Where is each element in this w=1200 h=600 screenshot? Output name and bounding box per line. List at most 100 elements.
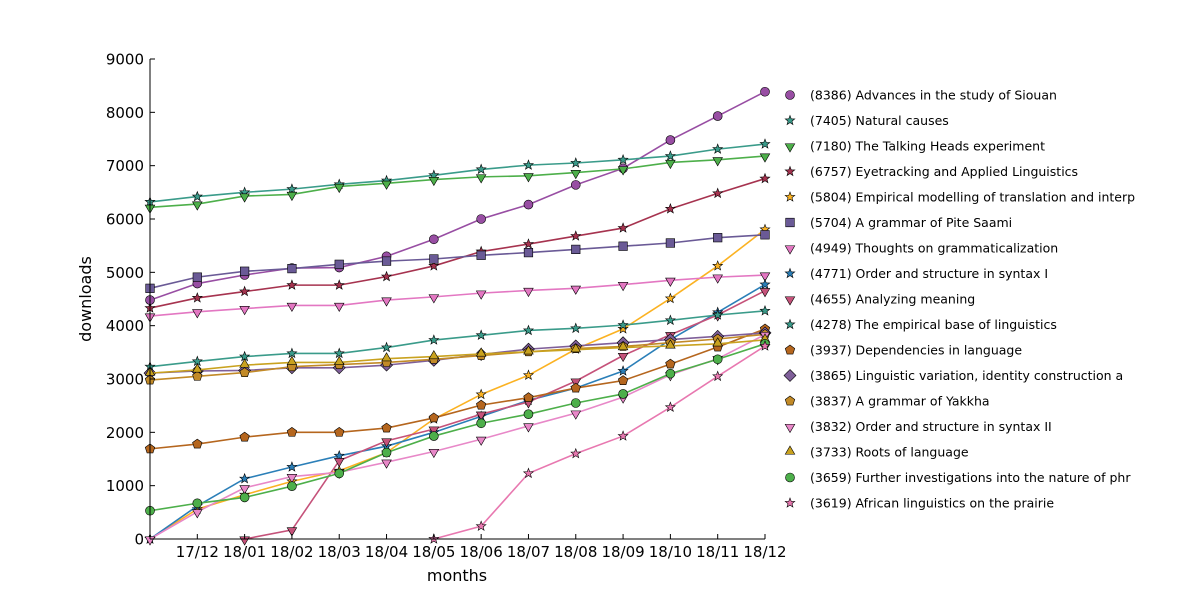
legend-label: (6757) Eyetracking and Applied Linguisti…: [810, 164, 1078, 179]
legend-marker: [784, 143, 796, 153]
data-point: [192, 509, 203, 519]
legend-label: (7405) Natural causes: [810, 113, 949, 128]
data-point: [381, 180, 392, 190]
series-14: [144, 333, 771, 376]
data-point: [381, 256, 392, 266]
legend-item: (3659) Further investigations into the n…: [785, 470, 1131, 485]
data-point: [239, 485, 250, 495]
data-point: [617, 222, 629, 233]
legend-marker: [784, 395, 796, 406]
data-point: [570, 285, 582, 295]
data-point: [759, 272, 771, 282]
data-point: [191, 190, 203, 202]
legend-label: (3937) Dependencies in language: [810, 343, 1022, 358]
legend-label: (4949) Thoughts on grammaticalization: [810, 241, 1058, 256]
y-tick-label: 2000: [106, 424, 144, 442]
legend-label: (5704) A grammar of Pite Saami: [810, 215, 1012, 230]
series-line: [149, 233, 766, 290]
data-point: [712, 111, 723, 121]
legend-item: (4655) Analyzing meaning: [784, 292, 975, 307]
data-point: [570, 322, 582, 334]
data-point: [380, 341, 393, 353]
data-point: [192, 309, 203, 319]
series-line: [244, 290, 766, 540]
data-point: [286, 279, 298, 290]
series-10: [144, 323, 771, 454]
legend-item: (4949) Thoughts on grammaticalization: [784, 241, 1058, 256]
legend-item: (3619) African linguistics on the prairi…: [784, 496, 1054, 511]
data-point: [570, 382, 581, 393]
data-point: [759, 340, 771, 351]
data-point: [618, 241, 628, 251]
data-point: [333, 183, 345, 194]
x-tick-label: 18/04: [365, 543, 408, 561]
data-point: [665, 159, 676, 170]
legend-label: (3619) African linguistics on the prairi…: [810, 496, 1054, 511]
x-tick-label: 18/03: [318, 543, 361, 561]
legend-marker: [784, 245, 796, 255]
legend-item: (8386) Advances in the study of Siouan: [785, 88, 1057, 103]
data-point: [192, 201, 203, 211]
data-point: [523, 409, 534, 420]
legend-marker: [784, 497, 796, 508]
y-tick-label: 6000: [106, 211, 144, 229]
series-line: [149, 310, 766, 368]
data-point: [475, 290, 487, 300]
data-point: [239, 431, 250, 442]
data-point: [333, 449, 345, 461]
legend-marker: [784, 296, 796, 306]
y-tick-label: 9000: [106, 51, 144, 69]
x-axis-label: months: [427, 566, 487, 585]
data-point: [759, 153, 771, 163]
data-point: [617, 430, 629, 441]
data-point: [570, 398, 581, 408]
legend: (8386) Advances in the study of Siouan (7…: [783, 88, 1135, 511]
data-point: [712, 337, 723, 347]
y-axis-ticks: 0 1000 2000 3000 4000 5000 6000 7000 8000 9000: [106, 51, 155, 549]
data-point: [381, 438, 392, 448]
data-point: [712, 187, 724, 199]
data-point: [333, 279, 345, 290]
data-point: [428, 350, 440, 360]
legend-label: (4771) Order and structure in syntax I: [810, 266, 1048, 281]
data-point: [286, 355, 298, 366]
data-point: [380, 270, 393, 282]
data-point: [476, 418, 486, 429]
series-line: [149, 155, 766, 209]
data-point: [192, 498, 203, 509]
x-tick-label: 18/05: [412, 543, 455, 561]
legend-item: (3937) Dependencies in language: [784, 343, 1022, 358]
data-point: [240, 266, 250, 276]
legend-label: (4278) The empirical base of linguistics: [810, 317, 1057, 332]
data-point: [522, 324, 535, 336]
data-point: [428, 334, 440, 345]
data-point: [334, 426, 345, 437]
y-tick-label: 1000: [106, 477, 144, 495]
data-point: [665, 135, 676, 145]
series-line: [149, 274, 766, 317]
legend-marker: [784, 267, 796, 279]
legend-item: (5804) Empirical modelling of translatio…: [784, 190, 1135, 205]
data-point: [475, 163, 487, 175]
data-point: [664, 314, 676, 326]
data-point: [475, 520, 487, 531]
series-6: [144, 272, 771, 323]
data-point: [428, 176, 440, 187]
data-point: [523, 423, 534, 433]
data-point: [664, 401, 676, 413]
data-point: [239, 492, 250, 503]
series-line: [149, 339, 766, 374]
legend-label: (3837) A grammar of Yakkha: [810, 394, 990, 409]
legend-item: (4771) Order and structure in syntax I: [784, 266, 1048, 281]
legend-marker: [784, 165, 796, 177]
data-point: [239, 285, 251, 297]
x-tick-label: 18/06: [460, 543, 503, 561]
data-point: [286, 426, 298, 437]
legend-item: (7180) The Talking Heads experiment: [784, 139, 1045, 154]
series-9: [144, 304, 771, 372]
legend-marker: [785, 90, 795, 100]
data-point: [429, 431, 439, 441]
data-point: [286, 461, 298, 472]
data-point: [239, 472, 251, 484]
data-point: [476, 214, 486, 224]
